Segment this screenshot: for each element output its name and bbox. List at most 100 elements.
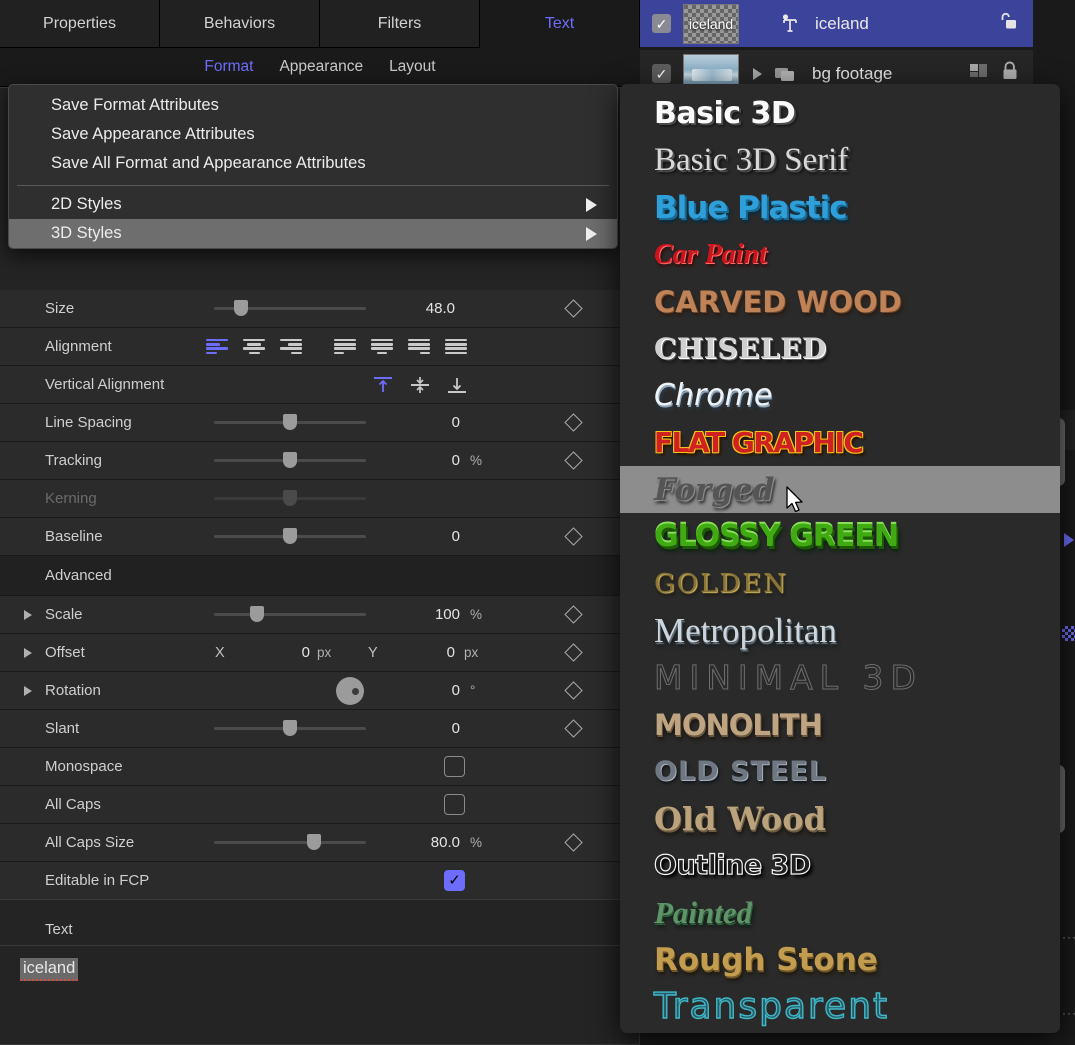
keyframe-icon[interactable]	[564, 299, 583, 318]
style-item-rough-stone[interactable]: Rough Stone	[620, 936, 1060, 983]
style-item-outline-3d[interactable]: Outline 3D	[620, 842, 1060, 889]
row-alignment[interactable]: Alignment	[0, 328, 639, 366]
advanced-section-header[interactable]: Advanced	[0, 556, 639, 596]
editable-in-fcp-checkbox[interactable]: ✓	[444, 870, 465, 891]
text-input-value[interactable]: iceland	[20, 958, 79, 981]
valign-bottom-icon[interactable]	[446, 376, 468, 394]
size-value[interactable]: 48.0	[425, 300, 455, 317]
baseline-value[interactable]: 0	[451, 528, 460, 545]
row-editable-in-fcp[interactable]: Editable in FCP ✓	[0, 862, 639, 900]
style-item-transparent[interactable]: Transparent	[620, 983, 1060, 1030]
row-monospace[interactable]: Monospace	[0, 748, 639, 786]
keyframe-icon[interactable]	[564, 833, 583, 852]
layer-row-iceland[interactable]: ✓ iceland iceland	[640, 0, 1033, 47]
style-item-metropolitan[interactable]: Metropolitan	[620, 607, 1060, 654]
tab-filters[interactable]: Filters	[320, 0, 480, 48]
style-item-blue-plastic[interactable]: Blue Plastic	[620, 184, 1060, 231]
row-scale[interactable]: Scale 100 %	[0, 596, 639, 634]
justify-right-icon[interactable]	[408, 339, 430, 354]
chevron-right-icon[interactable]	[24, 685, 32, 696]
scale-value[interactable]: 100	[434, 606, 460, 623]
subtab-layout[interactable]: Layout	[389, 58, 436, 75]
all-caps-size-unit: %	[470, 835, 483, 850]
justify-center-icon[interactable]	[371, 339, 393, 354]
menu-item-save-all-attributes[interactable]: Save All Format and Appearance Attribute…	[9, 149, 617, 178]
style-item-basic-3d[interactable]: Basic 3D	[620, 90, 1060, 137]
style-item-old-steel[interactable]: OLD STEEL	[620, 748, 1060, 795]
keyframe-icon[interactable]	[564, 527, 583, 546]
row-line-spacing[interactable]: Line Spacing 0	[0, 404, 639, 442]
row-all-caps[interactable]: All Caps	[0, 786, 639, 824]
justify-left-icon[interactable]	[334, 339, 356, 354]
style-item-flat-graphic[interactable]: FLAT GRAPHIC	[620, 419, 1060, 466]
slant-value[interactable]: 0	[451, 720, 460, 737]
row-rotation[interactable]: Rotation 0 °	[0, 672, 639, 710]
keyframe-icon[interactable]	[564, 681, 583, 700]
rotation-value[interactable]: 0	[451, 682, 460, 699]
align-left-icon[interactable]	[206, 339, 228, 354]
valign-top-icon[interactable]	[372, 376, 394, 394]
all-caps-checkbox[interactable]	[444, 794, 465, 815]
menu-item-3d-styles[interactable]: 3D Styles	[9, 219, 617, 248]
chevron-right-icon[interactable]	[24, 609, 32, 620]
valign-middle-icon[interactable]	[409, 376, 431, 394]
locked-icon[interactable]	[1001, 61, 1019, 86]
style-item-glossy-green[interactable]: GLOSSY GREEN	[620, 513, 1060, 560]
keyframe-icon[interactable]	[564, 643, 583, 662]
style-item-basic-3d-serif[interactable]: Basic 3D Serif	[620, 137, 1060, 184]
keyframe-icon[interactable]	[564, 605, 583, 624]
monospace-checkbox[interactable]	[444, 756, 465, 777]
keyframe-icon[interactable]	[564, 719, 583, 738]
chevron-right-icon[interactable]	[753, 67, 762, 80]
style-item-car-paint[interactable]: Car Paint	[620, 231, 1060, 278]
tab-properties[interactable]: Properties	[0, 0, 160, 48]
layer-visibility-checkbox[interactable]: ✓	[652, 64, 671, 83]
tab-behaviors[interactable]: Behaviors	[160, 0, 320, 48]
rotation-dial[interactable]	[336, 676, 364, 705]
line-spacing-slider[interactable]	[214, 414, 366, 430]
offset-y-value[interactable]: 0	[446, 644, 455, 661]
layer-visibility-checkbox[interactable]: ✓	[652, 14, 671, 33]
baseline-slider[interactable]	[214, 528, 366, 544]
row-vertical-alignment[interactable]: Vertical Alignment	[0, 366, 639, 404]
row-offset[interactable]: Offset X 0 px Y 0 px	[0, 634, 639, 672]
style-item-minimal-3d[interactable]: MINIMAL 3D	[620, 654, 1060, 701]
chevron-right-icon[interactable]	[24, 647, 32, 658]
tracking-value[interactable]: 0	[451, 452, 460, 469]
align-center-icon[interactable]	[243, 339, 265, 354]
size-slider[interactable]	[214, 300, 366, 316]
row-baseline[interactable]: Baseline 0	[0, 518, 639, 556]
menu-item-2d-styles[interactable]: 2D Styles	[9, 190, 617, 219]
row-tracking[interactable]: Tracking 0 %	[0, 442, 639, 480]
row-all-caps-size[interactable]: All Caps Size 80.0 %	[0, 824, 639, 862]
row-size[interactable]: Size 48.0	[0, 290, 639, 328]
align-right-icon[interactable]	[280, 339, 302, 354]
style-item-golden[interactable]: GOLDEN	[620, 560, 1060, 607]
tab-text[interactable]: Text	[480, 0, 640, 48]
style-item-chrome[interactable]: Chrome	[620, 372, 1060, 419]
tracking-slider[interactable]	[214, 452, 366, 468]
keyframe-icon[interactable]	[564, 413, 583, 432]
row-slant[interactable]: Slant 0	[0, 710, 639, 748]
keyframe-icon[interactable]	[564, 451, 583, 470]
style-item-old-wood[interactable]: Old Wood	[620, 795, 1060, 842]
menu-item-save-format-attributes[interactable]: Save Format Attributes	[9, 91, 617, 120]
all-caps-size-slider[interactable]	[214, 834, 366, 850]
style-item-carved-wood[interactable]: CARVED WOOD	[620, 278, 1060, 325]
slant-slider[interactable]	[214, 720, 366, 736]
style-item-monolith[interactable]: MONOLITH	[620, 701, 1060, 748]
scale-slider[interactable]	[214, 606, 366, 622]
unlocked-icon[interactable]	[997, 11, 1019, 36]
text-input-area[interactable]: iceland	[0, 946, 639, 1038]
style-item-painted[interactable]: Painted	[620, 889, 1060, 936]
mask-icon[interactable]	[969, 62, 989, 85]
justify-full-icon[interactable]	[445, 339, 467, 354]
style-item-forged[interactable]: Forged	[620, 466, 1060, 513]
offset-x-value[interactable]: 0	[301, 644, 310, 661]
subtab-format[interactable]: Format	[204, 58, 254, 75]
line-spacing-value[interactable]: 0	[451, 414, 460, 431]
menu-item-save-appearance-attributes[interactable]: Save Appearance Attributes	[9, 120, 617, 149]
all-caps-size-value[interactable]: 80.0	[430, 834, 460, 851]
style-item-chiseled[interactable]: CHISELED	[620, 325, 1060, 372]
subtab-appearance[interactable]: Appearance	[279, 58, 364, 75]
